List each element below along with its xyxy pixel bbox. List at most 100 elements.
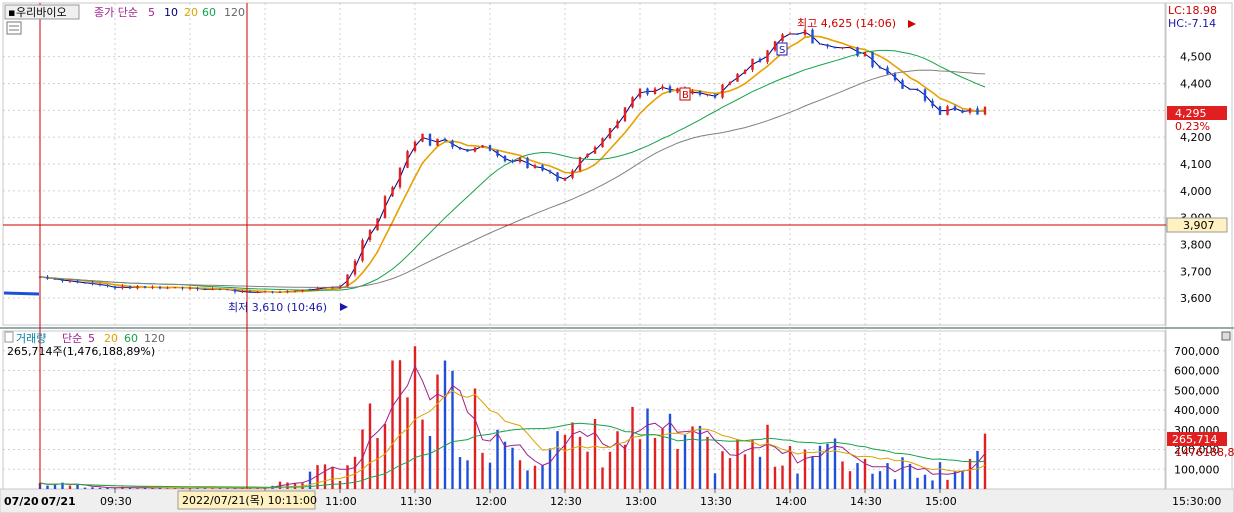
volume-bar — [833, 438, 837, 489]
volume-bar — [968, 458, 972, 489]
volume-close-icon[interactable] — [1221, 331, 1231, 341]
volume-bar — [826, 443, 829, 489]
crosshair-time: 2022/07/21(목) 10:11:00 — [182, 494, 317, 507]
volume-bar — [953, 470, 957, 489]
candle-body — [946, 106, 949, 115]
candle-body — [818, 43, 822, 45]
volume-tick-label: 400,000 — [1174, 404, 1220, 417]
time-tick-label: 13:00 — [625, 495, 657, 508]
volume-ma-line — [39, 390, 986, 489]
candle-body — [631, 97, 634, 108]
candle-body — [196, 287, 199, 290]
candle-body — [886, 67, 889, 74]
candle-body — [863, 51, 867, 56]
buy-marker[interactable] — [679, 87, 691, 101]
candle-body — [878, 67, 882, 69]
candle-body — [841, 47, 844, 49]
volume-tick-label: 200,000 — [1174, 444, 1220, 457]
volume-bar — [218, 487, 222, 489]
volume-bar — [668, 413, 672, 489]
volume-bar — [781, 465, 784, 489]
volume-ma-60[interactable]: 60 — [124, 332, 138, 345]
candle-body — [856, 47, 859, 56]
stock-name-box[interactable] — [4, 4, 80, 20]
candle-body — [398, 167, 402, 188]
volume-bar — [938, 462, 942, 489]
volume-ma-120[interactable]: 120 — [144, 332, 165, 345]
ma-period-10[interactable]: 10 — [164, 6, 178, 19]
volume-bar — [76, 484, 79, 489]
volume-bar — [676, 448, 679, 489]
candle-body — [46, 276, 49, 279]
candle-body — [368, 230, 372, 241]
current-change: 0.23% — [1175, 120, 1210, 133]
volume-bar — [841, 461, 844, 489]
candle-body — [541, 165, 544, 171]
volume-bar — [488, 462, 492, 489]
volume-bar — [233, 488, 237, 489]
candle-body — [173, 287, 177, 289]
volume-bar — [751, 440, 754, 489]
candle-body — [413, 141, 417, 152]
volume-bar — [893, 479, 897, 489]
time-tick-label: 14:30 — [850, 495, 882, 508]
time-tick-label: 12:00 — [475, 495, 507, 508]
candle-body — [226, 289, 229, 291]
candle-body — [728, 81, 732, 85]
time-tick-label: 09:30 — [100, 495, 132, 508]
hc-label: HC:-7.14 — [1168, 17, 1216, 30]
candle-body — [578, 157, 582, 171]
ma-period-120[interactable]: 120 — [224, 6, 245, 19]
sell-marker[interactable] — [776, 42, 788, 56]
candle-body — [331, 287, 334, 289]
volume-bar — [788, 446, 792, 489]
candle-body — [638, 88, 642, 98]
candle-body — [53, 278, 57, 280]
candle-body — [406, 151, 409, 168]
calculator-icon[interactable] — [6, 21, 22, 35]
volume-bar — [136, 488, 139, 489]
volume-bar — [706, 436, 709, 489]
time-tick-label: 15:00 — [925, 495, 957, 508]
volume-ma-20[interactable]: 20 — [104, 332, 118, 345]
ma-period-60[interactable]: 60 — [202, 6, 216, 19]
crosshair-price-box — [1166, 217, 1228, 233]
y-axis-panel — [1165, 2, 1233, 490]
ma-period-20[interactable]: 20 — [184, 6, 198, 19]
volume-legend-icon[interactable] — [4, 331, 14, 343]
candle-body — [968, 108, 972, 113]
candle-body — [83, 282, 87, 284]
candle-body — [248, 291, 252, 293]
candle-body — [691, 91, 694, 94]
candle-body — [706, 94, 709, 96]
candle-body — [713, 94, 717, 98]
volume-bar — [713, 473, 717, 489]
candle-body — [113, 286, 117, 289]
volume-bar — [871, 473, 874, 489]
candle-body — [346, 274, 349, 287]
high-annotation: 최고 4,625 (14:06) — [797, 17, 896, 30]
candle-body — [443, 138, 447, 141]
volume-tick-label: 500,000 — [1174, 384, 1220, 397]
candle-body — [316, 288, 319, 291]
volume-bar — [383, 423, 387, 489]
volume-bar — [796, 473, 799, 489]
stock-name: 우리바이오 — [16, 6, 67, 19]
candle-body — [496, 150, 499, 156]
candle-body — [436, 138, 439, 146]
volume-bar — [353, 456, 357, 489]
volume-bar — [53, 484, 57, 489]
volume-ma-5[interactable]: 5 — [88, 332, 95, 345]
candle-body — [698, 91, 702, 95]
price-tick-label: 3,800 — [1180, 239, 1212, 252]
candle-body — [511, 161, 514, 163]
volume-bar — [721, 451, 724, 489]
candle-body — [68, 280, 72, 282]
candle-body — [526, 157, 529, 169]
candle-body — [61, 278, 64, 282]
volume-bar — [571, 422, 574, 489]
price-tick-label: 4,200 — [1180, 131, 1212, 144]
candle-body — [976, 108, 979, 115]
ma-period-5[interactable]: 5 — [148, 6, 155, 19]
